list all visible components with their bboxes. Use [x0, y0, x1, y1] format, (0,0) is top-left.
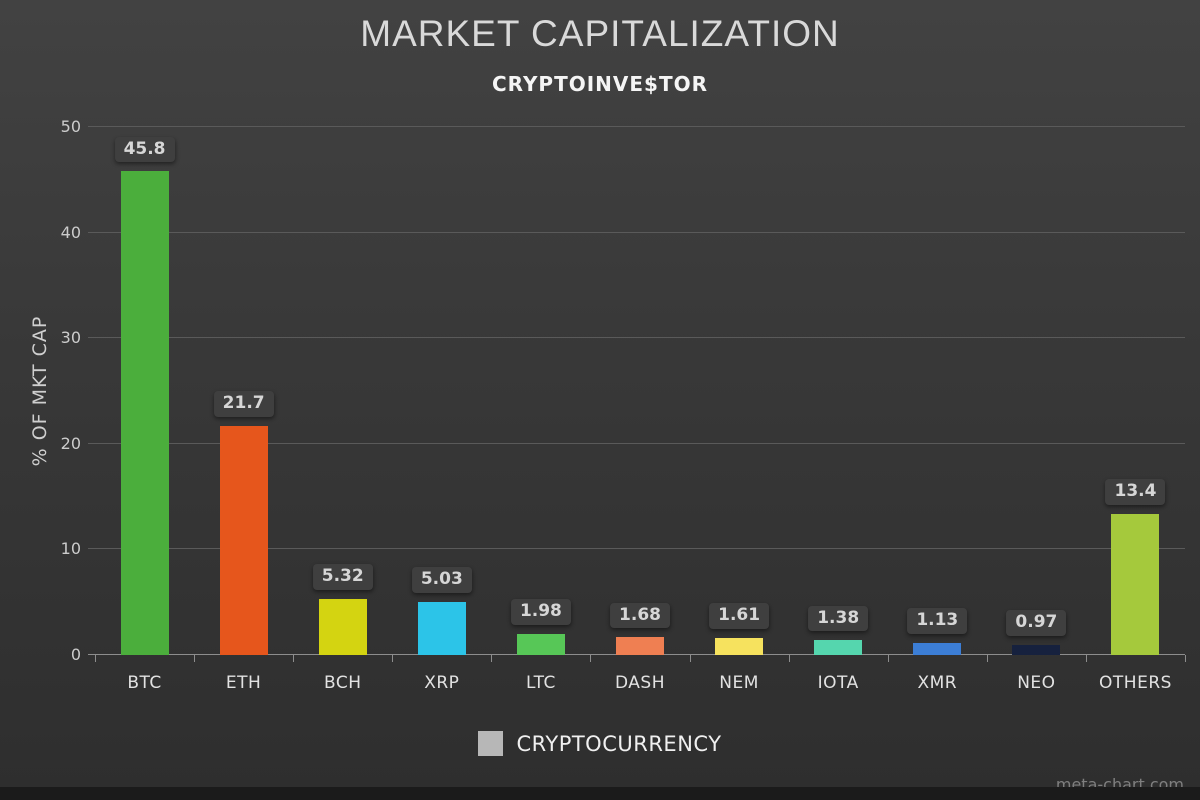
x-axis-tick	[986, 655, 988, 662]
legend: CRYPTOCURRENCY	[0, 731, 1200, 756]
bar-slot-nem: 1.61	[690, 127, 789, 655]
gridline	[88, 337, 1185, 339]
bar-slot-btc: 45.8	[95, 127, 194, 655]
bar-others	[1111, 513, 1160, 655]
gridline	[88, 548, 1185, 550]
category-label-nem: NEM	[719, 673, 759, 693]
category-label-bch: BCH	[323, 673, 362, 693]
gridline	[88, 231, 1185, 233]
category-label-ltc: LTC	[525, 673, 556, 693]
bar-slot-eth: 21.7	[194, 127, 293, 655]
chart-title: MARKET CAPITALIZATION	[360, 13, 840, 54]
gridline	[88, 126, 1185, 127]
bar-nem	[715, 638, 764, 655]
legend-label: CRYPTOCURRENCY	[516, 731, 722, 756]
bar-slot-ltc: 1.98	[491, 127, 590, 655]
y-tick-label: 10	[60, 539, 81, 559]
y-tick-label: 30	[60, 328, 81, 348]
value-label-eth: 21.7	[213, 391, 274, 417]
value-label-others: 13.4	[1105, 478, 1166, 505]
x-axis-tick	[590, 655, 592, 662]
plot-area: 0 10 20 30 40 50 45.8 21.7 5.32 5.03 1.98 1.68 1.61 1…	[61, 119, 1186, 663]
value-label-nem: 1.61	[709, 603, 770, 629]
bar-bch	[318, 598, 367, 655]
bar-eth	[219, 425, 268, 655]
bottom-strip	[0, 787, 1200, 800]
value-label-xmr: 1.13	[907, 608, 968, 635]
value-label-dash: 1.68	[610, 602, 670, 629]
x-axis-tick	[392, 655, 394, 662]
y-tick-label: 50	[60, 117, 81, 136]
bar-slot-neo: 0.97	[987, 127, 1086, 655]
gridline	[88, 442, 1185, 444]
value-label-xrp: 5.03	[411, 567, 472, 593]
bar-slot-iota: 1.38	[789, 127, 888, 655]
bar-slot-xmr: 1.13	[888, 127, 987, 655]
bar-btc	[120, 171, 169, 655]
value-label-ltc: 1.98	[510, 599, 571, 626]
bar-slot-bch: 5.32	[293, 127, 392, 655]
category-label-iota: IOTA	[817, 673, 859, 693]
x-axis-tick	[491, 655, 493, 662]
x-axis-tick	[689, 655, 691, 662]
bars-layer: 45.8 21.7 5.32 5.03 1.98 1.68 1.61 1.38 1.13 0.97…	[95, 127, 1185, 655]
bar-xrp	[417, 601, 466, 655]
category-label-btc: BTC	[127, 673, 162, 693]
bar-ltc	[516, 634, 565, 655]
bar-neo	[1012, 644, 1061, 655]
category-label-neo: NEO	[1017, 673, 1056, 693]
value-label-neo: 0.97	[1006, 610, 1067, 636]
x-axis-tick	[293, 655, 295, 662]
x-axis-tick	[194, 655, 196, 662]
x-axis-tick	[1085, 655, 1087, 662]
value-label-btc: 45.8	[114, 136, 175, 163]
legend-swatch	[478, 731, 504, 756]
x-axis-labels: BTC ETH BCH XRP LTC DASH NEM IOTA XMR NEO OTHERS	[95, 673, 1185, 693]
y-tick-label: 20	[60, 433, 81, 453]
x-axis-tick	[95, 655, 96, 662]
x-axis-tick	[887, 655, 889, 662]
bar-slot-dash: 1.68	[590, 127, 689, 655]
y-tick-label: 0	[70, 645, 81, 664]
x-axis-tick	[788, 655, 790, 662]
category-label-others: OTHERS	[1099, 673, 1172, 693]
bar-slot-xrp: 5.03	[392, 127, 491, 655]
category-label-dash: DASH	[615, 673, 666, 693]
bar-dash	[616, 637, 665, 655]
x-axis-tick	[1185, 655, 1186, 662]
category-label-xmr: XMR	[917, 673, 958, 693]
category-label-xrp: XRP	[424, 673, 460, 693]
category-label-eth: ETH	[225, 673, 262, 693]
chart-subtitle: CRYPTOINVE$TOR	[491, 72, 709, 96]
value-label-iota: 1.38	[808, 605, 869, 632]
bar-iota	[814, 640, 863, 655]
value-label-bch: 5.32	[312, 564, 373, 590]
bar-slot-others: 13.4	[1086, 127, 1185, 655]
bar-xmr	[913, 643, 962, 655]
y-tick-label: 40	[60, 222, 81, 242]
